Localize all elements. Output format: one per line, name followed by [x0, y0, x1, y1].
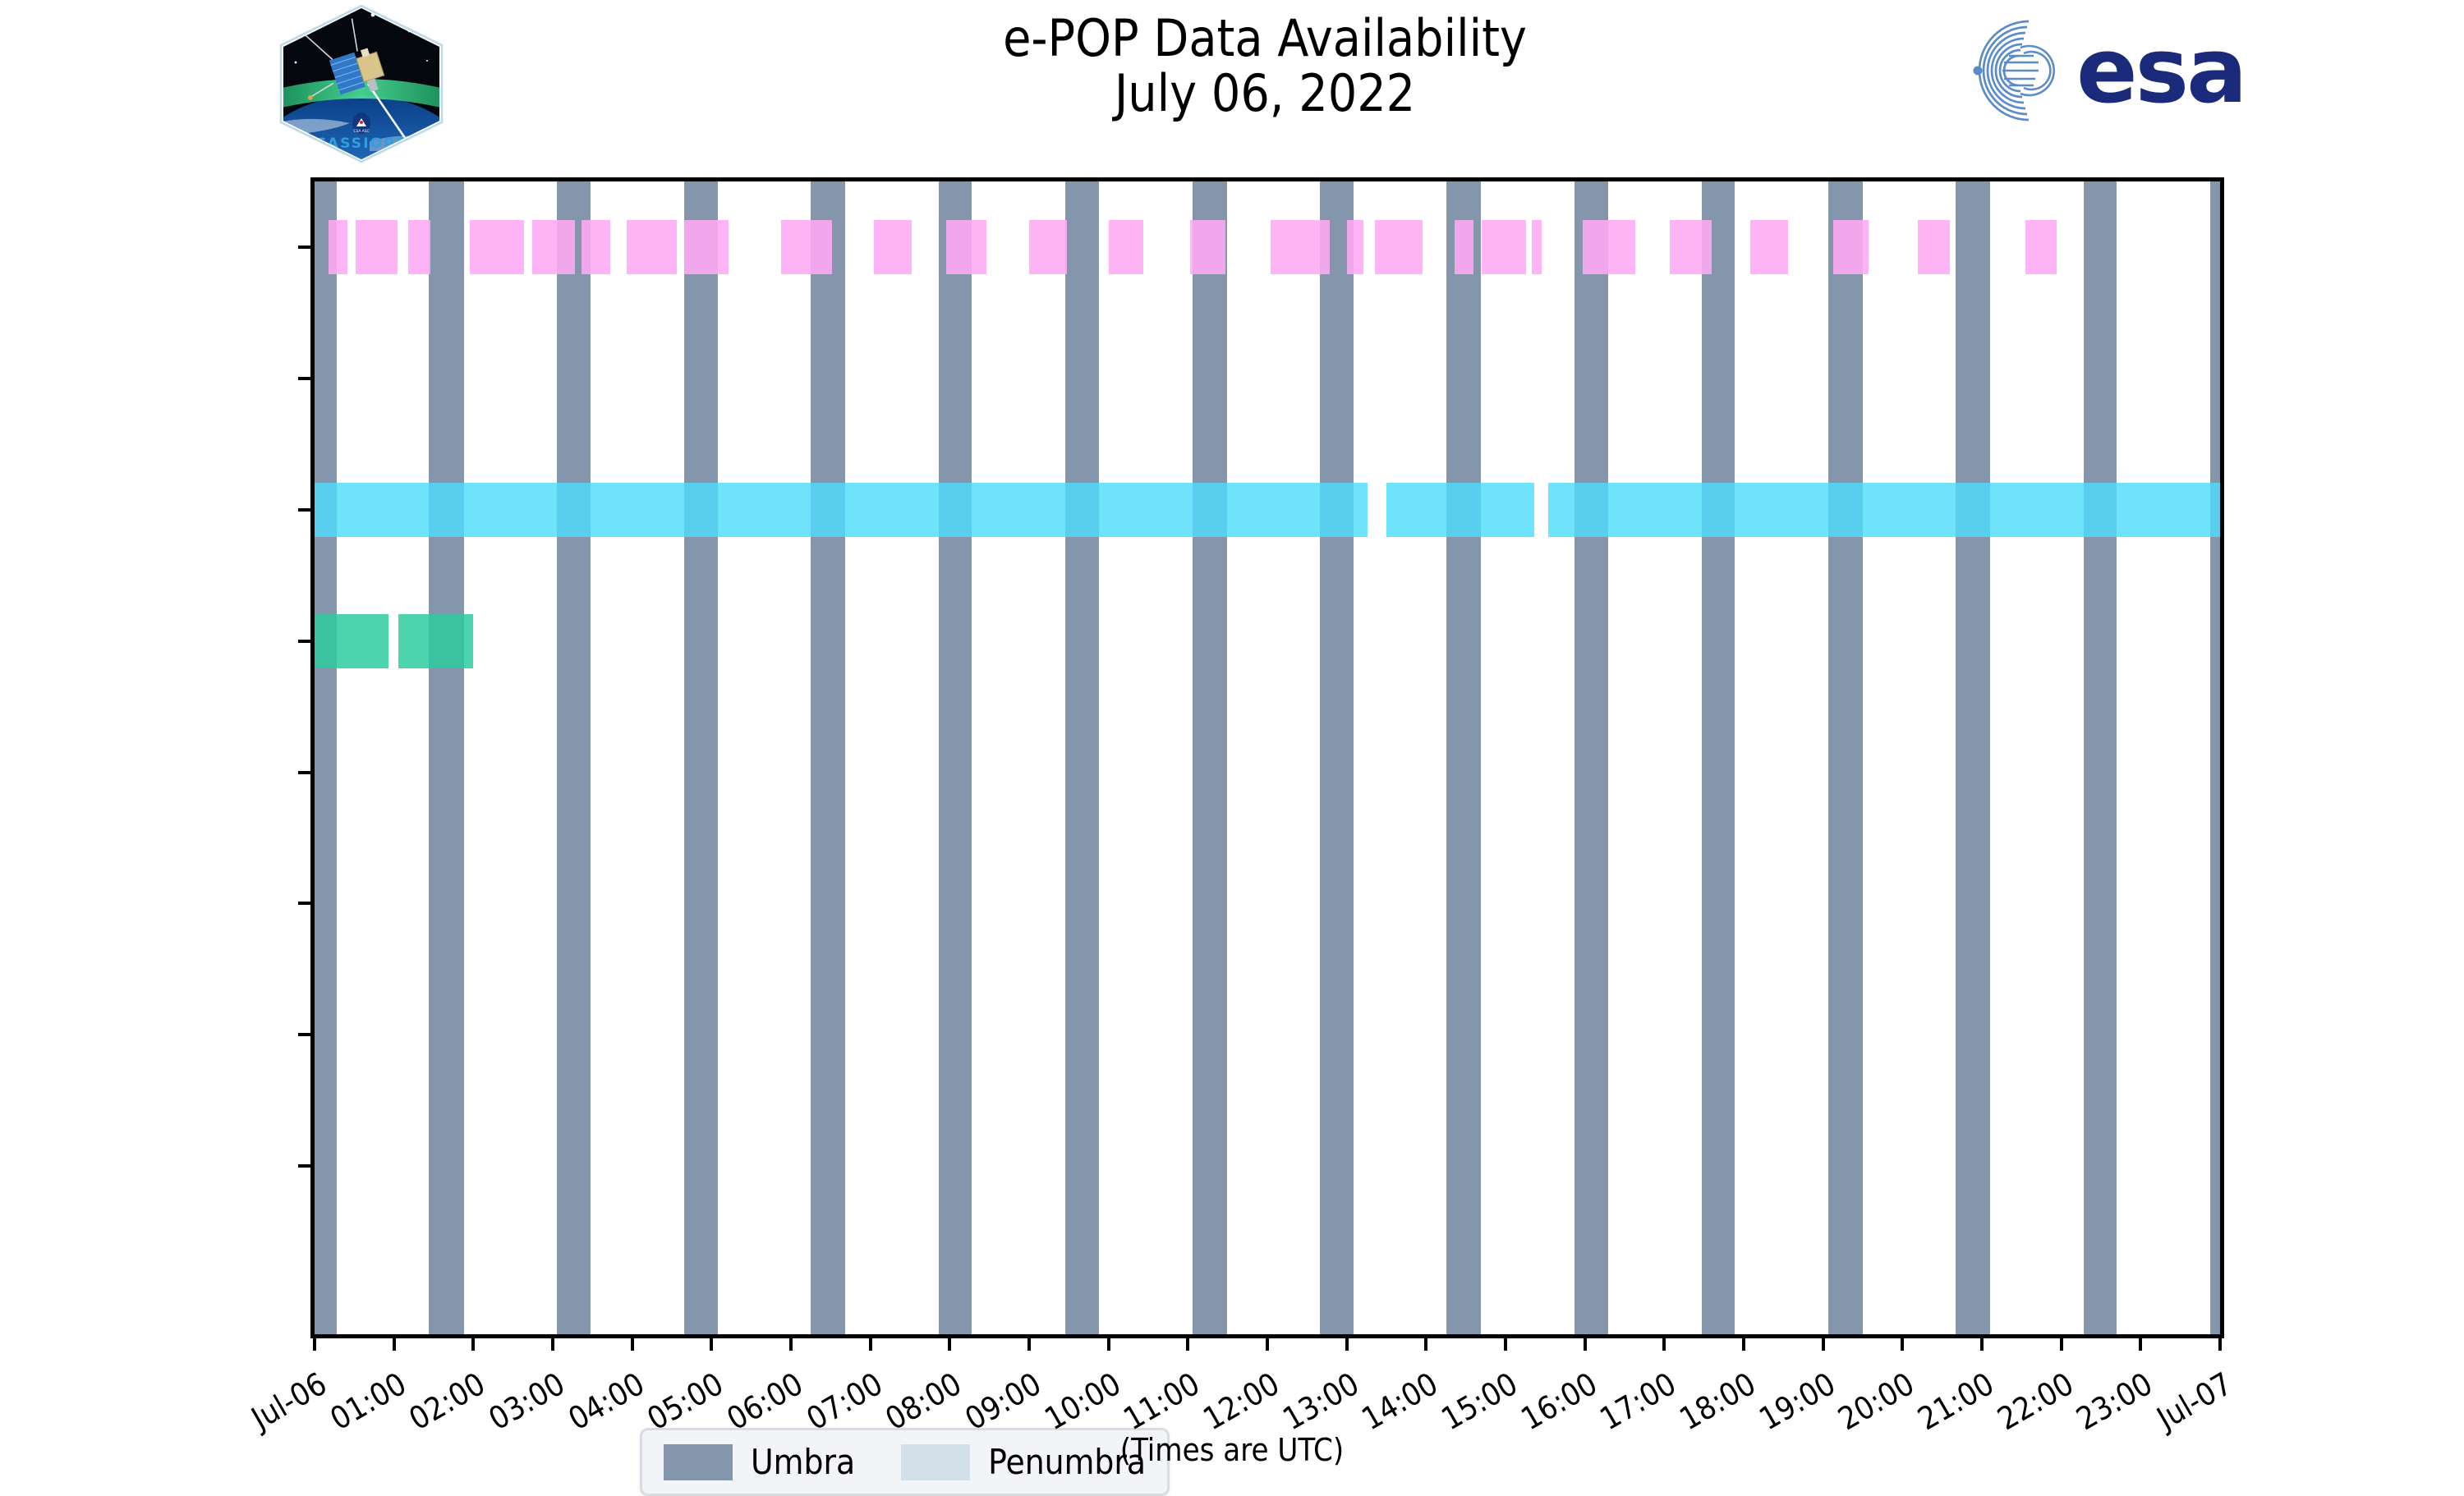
- plot-area: Umbra Penumbra CERFAIGAPIRMMGFNMSRRISEIJ…: [246, 177, 2238, 1496]
- x-tick-mark: [471, 1334, 476, 1351]
- x-tick-mark: [551, 1334, 554, 1351]
- chart-title-line-2: July 06, 2022: [1114, 62, 1416, 123]
- bar-cer: [581, 219, 610, 274]
- umbra-band: [1446, 181, 1482, 1334]
- bar-cer: [2025, 219, 2057, 274]
- x-tick-mark: [1027, 1334, 1031, 1351]
- svg-text:CSA ASC: CSA ASC: [353, 129, 369, 134]
- figure-header: CSA ASC CASSIOPE e-POP Data Availability…: [0, 0, 2464, 172]
- bar-cer: [873, 219, 912, 274]
- bar-cer: [1749, 219, 1789, 274]
- legend-item-penumbra[interactable]: Penumbra: [901, 1442, 1146, 1482]
- legend-swatch-umbra: [664, 1443, 733, 1480]
- bar-cer: [1375, 219, 1423, 274]
- legend-label-umbra: Umbra: [751, 1442, 856, 1482]
- esa-logo: esa: [1953, 15, 2315, 126]
- cassiope-logo: CSA ASC CASSIOPE: [271, 3, 452, 164]
- chart-title-line-1: e-POP Data Availability: [1003, 8, 1527, 68]
- legend-item-umbra[interactable]: Umbra: [664, 1442, 855, 1482]
- x-tick-mark: [1345, 1334, 1349, 1351]
- x-tick-mark: [630, 1334, 634, 1351]
- x-tick-mark: [1106, 1334, 1110, 1351]
- umbra-band: [1574, 181, 1608, 1334]
- bar-gap: [1386, 482, 1534, 537]
- y-tick-mark: [298, 639, 315, 643]
- umbra-band: [556, 181, 591, 1334]
- bar-cer: [1270, 219, 1331, 274]
- umbra-band: [1828, 181, 1863, 1334]
- umbra-band: [811, 181, 845, 1334]
- bar-cer: [1670, 219, 1712, 274]
- bar-cer: [1108, 219, 1144, 274]
- bar-cer: [684, 219, 729, 274]
- bar-cer: [1190, 219, 1225, 274]
- y-tick-mark: [298, 1164, 315, 1168]
- x-tick-mark: [1901, 1334, 1905, 1351]
- umbra-band: [1701, 181, 1735, 1334]
- x-tick-mark: [1980, 1334, 1984, 1351]
- umbra-band: [429, 181, 464, 1334]
- x-axis-label: (Times are UTC): [1119, 1432, 1345, 1468]
- bar-cer: [1346, 219, 1363, 274]
- x-tick-mark: [1583, 1334, 1587, 1351]
- bar-cer: [408, 219, 431, 274]
- bar-cer: [1029, 219, 1068, 274]
- umbra-band: [2210, 181, 2220, 1334]
- legend-swatch-penumbra: [901, 1443, 971, 1480]
- bar-cer: [781, 219, 833, 274]
- x-tick-mark: [1821, 1334, 1825, 1351]
- x-tick-mark: [1424, 1334, 1428, 1351]
- chart-title: e-POP Data Availability July 06, 2022: [624, 11, 1905, 122]
- bar-cer: [946, 219, 986, 274]
- umbra-band: [683, 181, 719, 1334]
- bar-cer: [470, 219, 525, 274]
- x-tick-mark: [1742, 1334, 1745, 1351]
- x-tick-mark: [1266, 1334, 1269, 1351]
- umbra-band: [1956, 181, 1990, 1334]
- x-tick-mark: [1186, 1334, 1190, 1351]
- umbra-band: [1065, 181, 1100, 1334]
- x-tick-mark: [2059, 1334, 2063, 1351]
- bar-cer: [1917, 219, 1951, 274]
- plot-canvas: [315, 181, 2220, 1334]
- bar-cer: [1833, 219, 1869, 274]
- x-tick-mark: [1662, 1334, 1666, 1351]
- bar-irm: [315, 613, 388, 668]
- x-tick-mark: [948, 1334, 952, 1351]
- bar-cer: [1531, 219, 1542, 274]
- bar-cer: [626, 219, 677, 274]
- umbra-band: [1319, 181, 1354, 1334]
- x-tick-mark: [868, 1334, 872, 1351]
- esa-logo-wordmark: esa: [2076, 18, 2245, 123]
- bar-cer: [1455, 219, 1474, 274]
- bar-gap: [315, 482, 1368, 537]
- x-tick-mark: [710, 1334, 714, 1351]
- y-tick-mark: [298, 1033, 315, 1037]
- bar-cer: [356, 219, 398, 274]
- umbra-band: [1193, 181, 1227, 1334]
- y-tick-mark: [298, 245, 315, 249]
- umbra-band: [938, 181, 972, 1334]
- bar-irm: [398, 613, 474, 668]
- y-tick-mark: [298, 902, 315, 906]
- y-tick-mark: [298, 770, 315, 774]
- bar-cer: [1482, 219, 1527, 274]
- y-tick-mark: [298, 507, 315, 512]
- legend-label-penumbra: Penumbra: [988, 1442, 1147, 1482]
- bar-cer: [1582, 219, 1635, 274]
- x-tick-mark: [2139, 1334, 2143, 1351]
- umbra-band: [315, 181, 338, 1334]
- x-tick-mark: [2218, 1334, 2222, 1351]
- bar-cer: [531, 219, 576, 274]
- bar-cer: [329, 219, 347, 274]
- y-tick-mark: [298, 376, 315, 380]
- x-tick-mark: [313, 1334, 316, 1351]
- x-tick-mark: [1504, 1334, 1507, 1351]
- x-tick-mark: [392, 1334, 396, 1351]
- bar-gap: [1548, 482, 2220, 537]
- x-tick-mark: [789, 1334, 793, 1351]
- umbra-band: [2083, 181, 2117, 1334]
